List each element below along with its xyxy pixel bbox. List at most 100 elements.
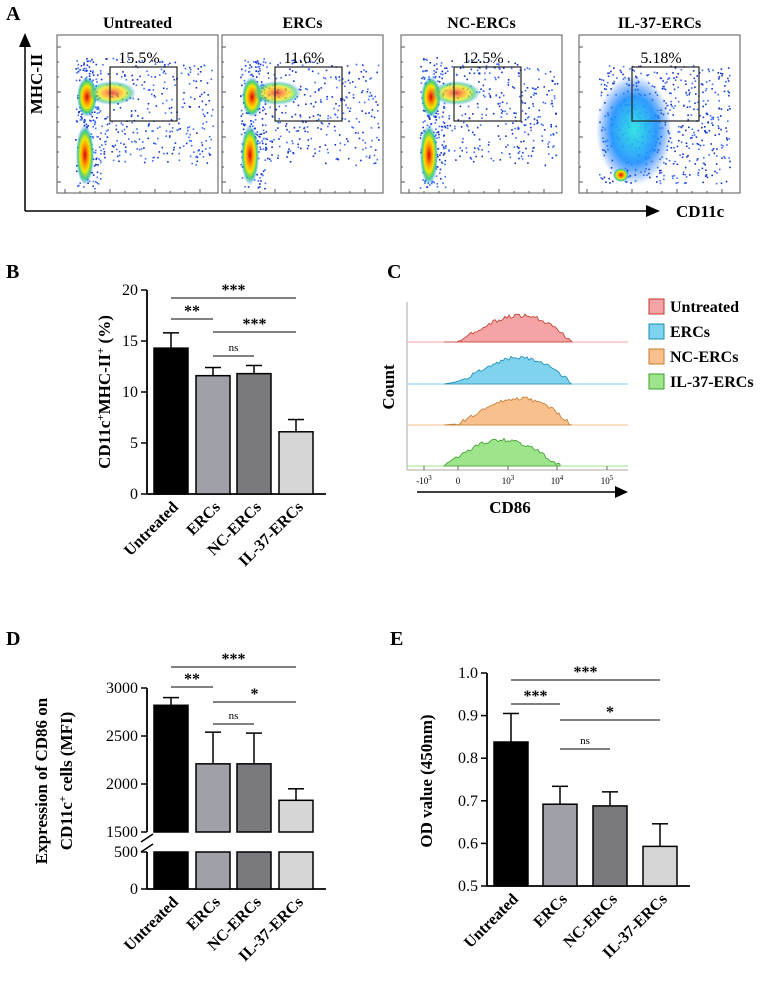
- flow-event: [488, 141, 490, 144]
- flow-event: [477, 59, 480, 61]
- flow-event: [196, 160, 198, 163]
- flow-event: [670, 147, 673, 149]
- flow-event: [337, 109, 339, 112]
- flow-gate-percent: 11.6%: [284, 50, 325, 67]
- flow-event: [441, 162, 444, 164]
- flow-event: [89, 70, 92, 72]
- y-tick-label: 500: [114, 844, 138, 861]
- flow-event: [467, 105, 470, 108]
- flow-event: [700, 83, 703, 85]
- flow-event: [697, 172, 700, 174]
- flow-event: [670, 103, 672, 106]
- bar-3: [642, 845, 678, 887]
- bar-upper-2: [236, 763, 272, 833]
- flow-event: [712, 118, 714, 120]
- flow-event: [134, 109, 137, 112]
- flow-event: [424, 77, 426, 79]
- flow-event: [154, 76, 157, 78]
- flow-event: [511, 132, 514, 135]
- flow-event: [684, 173, 687, 176]
- flow-event: [656, 175, 658, 178]
- flow-event: [527, 133, 530, 136]
- flow-event: [674, 160, 676, 163]
- flow-event: [608, 177, 610, 180]
- flow-event: [147, 102, 150, 105]
- flow-event: [126, 125, 128, 128]
- flow-event: [128, 58, 130, 61]
- flow-event: [131, 121, 133, 124]
- flow-event: [352, 127, 355, 129]
- flow-event: [77, 67, 79, 70]
- flow-event: [181, 106, 184, 109]
- flow-event: [275, 77, 278, 80]
- flow-event: [210, 78, 213, 80]
- flow-event: [499, 138, 501, 140]
- flow-event: [244, 69, 247, 72]
- flow-event: [352, 93, 355, 96]
- flow-event: [429, 62, 432, 64]
- flow-event: [663, 87, 665, 90]
- flow-event: [485, 65, 488, 67]
- flow-event: [97, 183, 100, 185]
- flow-event: [509, 107, 511, 110]
- flow-event: [555, 113, 557, 115]
- flow-event: [203, 115, 206, 117]
- flow-event: [672, 83, 675, 86]
- flow-event: [696, 159, 698, 161]
- flow-event: [676, 145, 679, 148]
- flow-event: [440, 152, 442, 154]
- flow-event: [681, 156, 684, 159]
- flow-event: [444, 147, 447, 149]
- flow-event: [438, 76, 441, 78]
- flow-event: [100, 161, 102, 164]
- flow-event: [268, 77, 270, 79]
- flow-event: [162, 71, 165, 74]
- flow-event: [77, 114, 80, 117]
- significance-label: ns: [229, 342, 239, 354]
- flow-event: [601, 178, 604, 180]
- flow-event: [729, 166, 731, 169]
- flow-event: [207, 94, 209, 96]
- flow-event: [344, 85, 346, 88]
- flow-event: [159, 126, 161, 128]
- flow-event: [673, 88, 676, 91]
- flow-plot-title: IL-37-ERCs: [618, 15, 702, 32]
- flow-event: [707, 121, 709, 123]
- flow-event: [550, 124, 552, 126]
- flow-event: [656, 181, 658, 183]
- flow-event: [79, 119, 82, 121]
- flow-event: [303, 127, 305, 130]
- flow-event: [670, 100, 672, 103]
- flow-event: [83, 121, 85, 124]
- flow-event: [464, 113, 467, 115]
- flow-event: [520, 121, 523, 123]
- flow-event: [698, 148, 700, 151]
- flow-event: [180, 72, 183, 75]
- flow-event: [490, 157, 493, 160]
- flow-event: [77, 185, 79, 187]
- flow-event: [489, 96, 492, 98]
- flow-event: [299, 89, 302, 91]
- flow-event: [718, 107, 720, 110]
- flow-event: [195, 86, 198, 89]
- flow-event: [723, 155, 725, 158]
- flow-event: [362, 139, 364, 142]
- flow-event: [92, 71, 94, 74]
- flow-event: [434, 76, 437, 79]
- flow-event: [253, 127, 256, 130]
- flow-event: [183, 91, 185, 94]
- flow-event: [286, 156, 288, 158]
- flow-event: [309, 95, 312, 97]
- flow-event: [138, 138, 141, 140]
- panel-label-c: C: [387, 261, 401, 283]
- flow-event: [202, 122, 204, 125]
- significance-label: ***: [222, 651, 246, 668]
- flow-event: [498, 67, 500, 69]
- flow-event: [241, 113, 244, 115]
- flow-event: [429, 184, 431, 186]
- flow-event: [185, 132, 188, 135]
- flow-event: [193, 98, 196, 100]
- flow-event: [727, 90, 729, 93]
- flow-event: [451, 129, 453, 132]
- flow-event: [248, 67, 251, 69]
